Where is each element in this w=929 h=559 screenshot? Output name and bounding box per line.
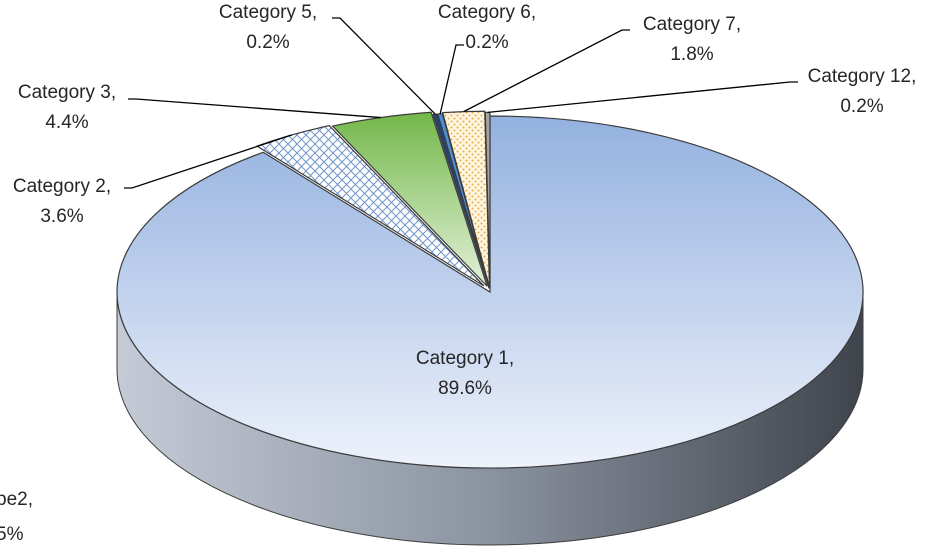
leader-line-category-7 — [463, 29, 630, 113]
data-label-category-category-7: Category 7, — [643, 14, 741, 35]
pie-slice-category-1 — [116, 115, 864, 469]
data-label-value-category-12: 0.2% — [840, 96, 883, 117]
leader-lines — [124, 17, 798, 189]
leader-line-category-5 — [332, 17, 436, 115]
leader-line-category-6 — [439, 44, 464, 115]
partial-label-line1: pe2, — [0, 489, 33, 510]
pie-slice-category-3 — [331, 111, 488, 287]
data-label-category-category-2: Category 2, — [13, 176, 111, 197]
data-label-value-category-6: 0.2% — [465, 32, 508, 53]
partial-label-line2: 5% — [0, 524, 24, 545]
leader-line-category-3 — [128, 98, 381, 119]
data-label-value-category-5: 0.2% — [246, 32, 289, 53]
pie-tops — [116, 110, 864, 469]
data-label-category-category-5: Category 5, — [219, 2, 317, 23]
data-label-value-category-2: 3.6% — [40, 206, 83, 227]
data-labels: Category 1, 89.6% Category 2, 3.6% Category … — [0, 2, 916, 545]
data-label-value-category-7: 1.8% — [670, 44, 713, 65]
leader-line-category-12 — [487, 81, 798, 114]
data-label-category-category-6: Category 6, — [438, 2, 536, 23]
data-label-category-category-1: Category 1, — [416, 348, 514, 369]
pie-slice-category-7 — [441, 110, 491, 288]
data-label-value-category-3: 4.4% — [45, 112, 88, 133]
data-label-category-category-12: Category 12, — [808, 66, 917, 87]
leader-line-category-2 — [124, 134, 293, 189]
data-label-value-category-1: 89.6% — [438, 378, 492, 399]
data-label-category-category-3: Category 3, — [18, 82, 116, 103]
